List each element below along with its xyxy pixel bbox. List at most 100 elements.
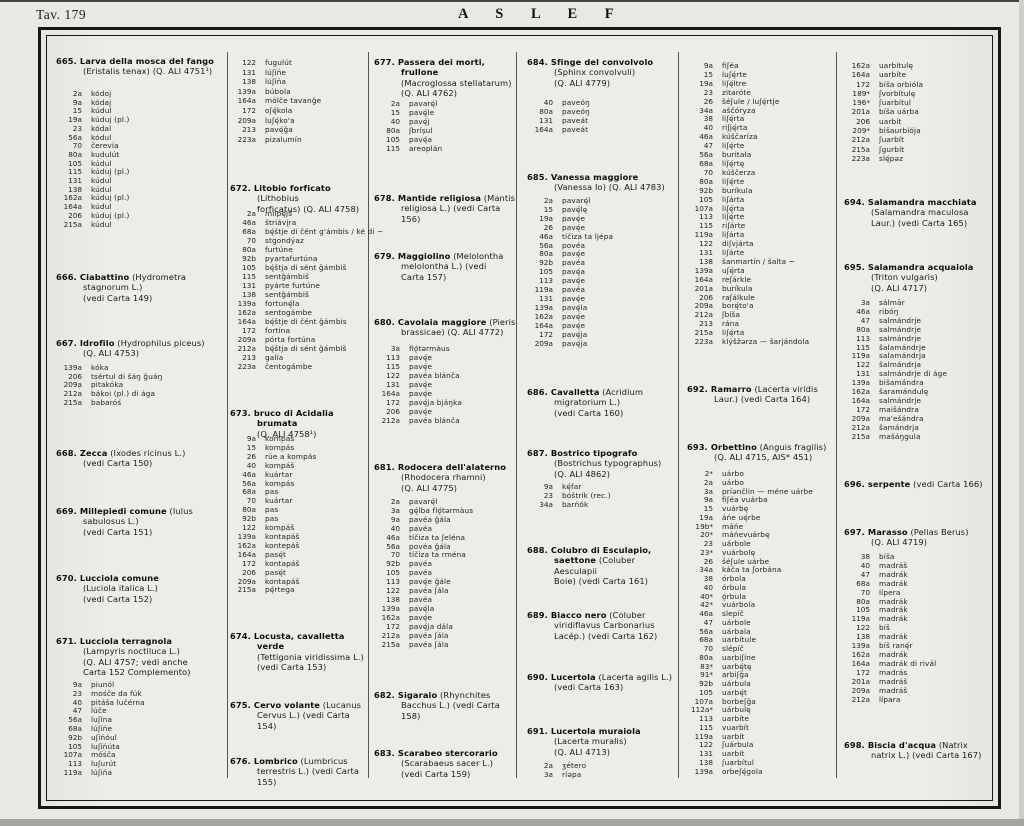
list-item: 70 tíčiza ta rména <box>374 551 516 560</box>
entry-reference: (Q. ALI 4753) <box>83 348 140 359</box>
locality-code: 113 <box>386 353 400 362</box>
dialect-word: lúče <box>91 706 107 716</box>
dialect-word: paveóŋ <box>562 107 590 116</box>
list-item: 56a luʃína <box>56 715 226 725</box>
locality-code: 122 <box>856 623 870 633</box>
list-item: 40 kompáš <box>230 461 366 471</box>
entry-line: 690. Lucertola (Lacerta agilis L.) <box>527 672 675 682</box>
dialect-word: kúduj (pl.) <box>91 167 130 177</box>
dialect-word: bíša orbióla <box>879 79 924 89</box>
locality-code: 131 <box>68 176 82 186</box>
dialect-word: kompás <box>265 434 295 443</box>
list-item: 131 uarbít <box>687 749 835 759</box>
list-item: 92b buríkula <box>687 186 835 196</box>
entry-title: Orbettino <box>710 442 757 452</box>
entry-title: Cavalletta <box>550 387 600 397</box>
list-item: 26 šéʃule uárbe <box>687 557 835 567</box>
dialect-word: kúdul <box>91 202 112 212</box>
dialect-word: liʃárta <box>722 230 745 240</box>
entry-line: Boie) (vedi Carta 161) <box>527 576 675 586</box>
list-item: 56a kompás <box>230 479 366 489</box>
dialect-word: pavę́ja dála <box>409 621 453 631</box>
entry-line: (vedi Carta 151) <box>56 527 226 537</box>
locality-code: 46a <box>856 306 870 316</box>
locality-code: 189* <box>852 88 870 98</box>
entry-reference: (Ixodes ricinus L.) <box>107 448 186 458</box>
entry-number: 667. <box>56 338 77 348</box>
list-item: 223a čentogámbe <box>230 362 366 371</box>
entry-title: Ciabattino <box>79 272 130 282</box>
locality-code: 47 <box>703 141 713 151</box>
dialect-word: ribóŋ <box>879 306 899 316</box>
entry-reference: (Acridium <box>599 387 644 397</box>
entry-line: 673. bruco di Acidalia brumata <box>230 408 366 429</box>
list-item: 131 liʃárte <box>687 248 835 258</box>
dialect-word: pasę́t <box>265 567 287 577</box>
entry-number: 672. <box>230 183 251 193</box>
dialect-word: furtúne <box>265 245 293 254</box>
locality-code: 68a <box>242 227 256 236</box>
entry-line: forficatus) (Q. ALI 4758) <box>230 204 366 214</box>
entry-number: 685. <box>527 172 548 182</box>
entry-reference: (vedi Carta 152) <box>83 593 153 604</box>
dialect-form-list: 40 paveóŋ 80a paveóŋ 131 paveát 164a paveát <box>527 98 675 134</box>
locality-code: 56a <box>699 626 713 636</box>
entry-690: 690. Lucertola (Lacerta agilis L.) (vedi C… <box>527 672 675 693</box>
locality-code: 2a <box>246 209 256 218</box>
list-item: 34a aščóryza <box>687 106 835 116</box>
locality-code: 47 <box>860 569 870 579</box>
dialect-word: pavę́e <box>562 311 586 321</box>
list-item: 9a fiʃéa <box>687 61 835 71</box>
list-item: 172 kontapáš <box>230 559 366 569</box>
dialect-word: uarbítule <box>722 635 757 645</box>
dialect-word: uárbula <box>722 679 751 688</box>
entry-line: (Luciola italica L.) <box>56 583 226 593</box>
dialect-word: salamándrja <box>879 351 926 361</box>
dialect-word: kę́far <box>562 482 582 491</box>
entry-reference: (Q. ALI 4775) <box>401 482 458 493</box>
list-item: 139a orbeʃę́gola <box>687 767 835 777</box>
dialect-word: kúduj (pl.) <box>91 193 130 203</box>
list-item: 172 oʃę́kola <box>230 106 366 116</box>
list-item: 46a tíčiza ta ljépa <box>527 232 675 242</box>
list-item: 80a pas <box>230 505 366 515</box>
list-item: 223a slę́pəz <box>844 154 1004 163</box>
list-item: 105 madrák <box>844 606 1004 615</box>
entry-678: 678. Mantide religiosa (Mantis religiosa L… <box>374 193 516 224</box>
list-item: 122 diʃvjárta <box>687 239 835 249</box>
entry-number: 689. <box>527 610 548 620</box>
list-item: 46a slepíč <box>687 609 835 619</box>
locality-code: 162a <box>237 308 256 317</box>
locality-code: 139a <box>851 378 870 388</box>
locality-code: 23 <box>72 688 82 698</box>
locality-code: 3a <box>543 770 553 779</box>
dialect-word: áńe uę́rbe <box>722 512 761 522</box>
locality-code: 2a <box>390 99 400 108</box>
locality-code: 23 <box>72 123 82 133</box>
locality-code: 40 <box>72 697 82 707</box>
entry-title: Bostrico tipografo <box>550 448 638 458</box>
dialect-word: rána <box>722 319 740 329</box>
list-item: 92b uárbula <box>687 679 835 689</box>
dialect-word: borbeʃǧa <box>722 696 756 706</box>
list-item: 139a kontapáš <box>230 532 366 542</box>
dialect-word: madrás <box>879 667 908 677</box>
entry-line: Lacép.) (vedi Carta 162) <box>527 631 675 641</box>
entry-line: natrix L.) (vedi Carta 167) <box>844 750 1004 760</box>
list-item: 19a kúduj (pl.) <box>56 115 226 125</box>
locality-code: 68a <box>242 487 256 497</box>
entry-line: (vedi Carta 153) <box>230 662 366 672</box>
locality-code: 213 <box>242 125 256 135</box>
dialect-word: luʃína <box>91 715 113 725</box>
entry-685: 685. Vanessa maggiore (Vanessa Io) (Q. ALI… <box>527 172 675 193</box>
dialect-word: ʃuarbít <box>879 135 905 145</box>
entry-line: 665. Larva della mosca del fango <box>56 56 226 66</box>
locality-code: 47 <box>72 706 82 716</box>
dialect-word: uʃíńóul <box>91 732 117 742</box>
list-item: 9a pavéa ǧála <box>374 514 516 525</box>
list-item: 209a pórta fortúna <box>230 335 366 344</box>
dialect-word: pavéa ǧála <box>409 514 451 524</box>
list-item: 47 uárbole <box>687 618 835 628</box>
locality-code: 215a <box>237 585 256 595</box>
dialect-word: pavę́e <box>409 407 433 416</box>
